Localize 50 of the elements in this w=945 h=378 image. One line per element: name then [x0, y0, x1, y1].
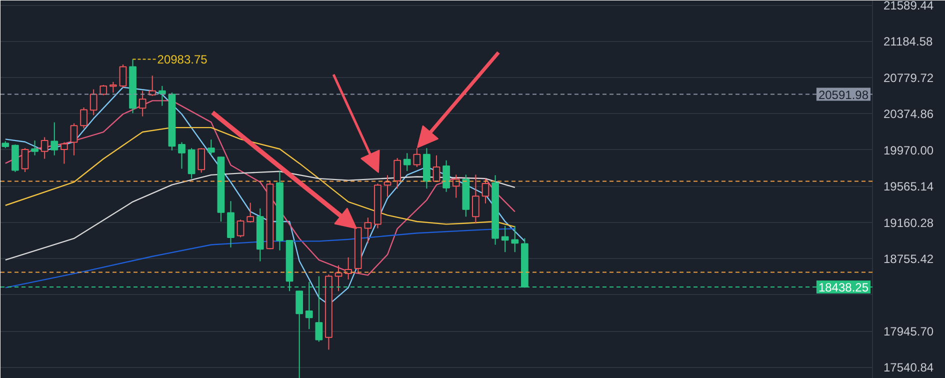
candlestick: [344, 256, 352, 280]
candlestick: [70, 122, 78, 156]
y-tick-label: 20374.86: [884, 107, 934, 122]
candlestick: [442, 160, 450, 192]
line-series: [4, 100, 516, 276]
candlestick: [207, 139, 215, 156]
y-tick-label: 19565.14: [884, 180, 934, 194]
candlestick: [90, 88, 98, 116]
candlestick: [158, 85, 166, 106]
candlestick: [198, 148, 206, 174]
y-tick-label: 20779.72: [884, 70, 934, 85]
candlestick: [501, 225, 509, 253]
candlestick: [403, 152, 411, 172]
ref-line-label: 18438.25: [818, 280, 869, 294]
candlestick: [452, 174, 460, 198]
candlestick: [236, 219, 244, 238]
candlestick: [31, 140, 38, 156]
y-tick-label: 17540.84: [884, 360, 934, 375]
candlestick: [119, 64, 127, 88]
line-series: [4, 170, 516, 261]
y-tick-label: 21184.58: [884, 34, 933, 49]
y-tick-label: 19160.28: [884, 216, 934, 230]
candlestick: [334, 264, 342, 292]
candlestick: [50, 122, 58, 156]
y-tick-label: 18755.42: [884, 252, 934, 266]
y-tick-label: 21589.44: [884, 0, 934, 13]
candlestick: [482, 178, 490, 204]
candlestick: [511, 225, 519, 253]
candlestick: [246, 202, 254, 224]
candlestick: [296, 290, 304, 378]
candlestick: [40, 136, 48, 160]
candlestick: [432, 154, 440, 182]
candlestick: [188, 148, 196, 180]
candlestick: [80, 107, 88, 129]
candlestick: [109, 81, 117, 94]
ref-line-label: 20591.98: [818, 88, 869, 102]
y-tick-label: 19970.00: [884, 143, 934, 158]
candlestick: [384, 174, 392, 198]
candlestick: [364, 217, 372, 244]
candlestick: [148, 75, 156, 96]
candlestick: [394, 158, 401, 190]
line-series: [4, 126, 516, 228]
candlestick: [21, 148, 29, 173]
annotation: 20983.75: [157, 52, 208, 67]
candlestick: [472, 174, 480, 224]
candlestick: [60, 142, 68, 164]
line-series: [4, 228, 516, 288]
y-tick-label: 17945.70: [884, 324, 934, 339]
candlestick: [138, 90, 146, 117]
candlestick: [178, 142, 186, 170]
